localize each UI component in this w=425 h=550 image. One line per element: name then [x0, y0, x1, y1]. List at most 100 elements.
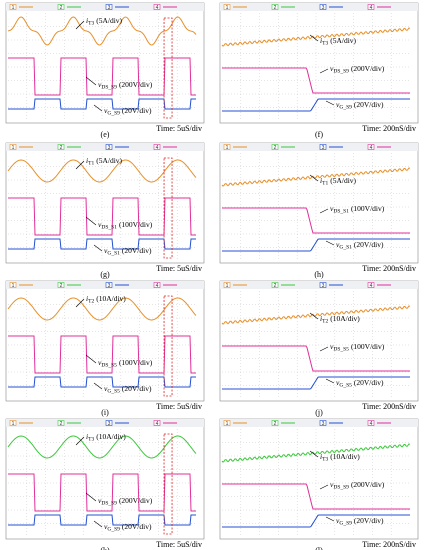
trace-label: iT2 (10A/div) — [86, 294, 126, 305]
channel-readout — [115, 6, 129, 8]
trace-subscript: DS_S9 — [101, 501, 117, 507]
time-scale: Time: 5uS/div — [156, 264, 202, 273]
trace-symbol: i — [320, 176, 322, 185]
trace-scale: (5A/div) — [96, 156, 122, 165]
channel-number: 1 — [12, 283, 15, 289]
trace-label: vG_S1 (20V/div) — [336, 240, 384, 251]
trace-symbol: v — [336, 516, 340, 525]
channel-number: 1 — [226, 5, 229, 11]
channel-readout — [377, 146, 391, 148]
panel-caption: (h) — [314, 270, 324, 279]
scope-frame — [219, 280, 419, 402]
channel-readout — [163, 422, 177, 424]
waveform — [222, 376, 410, 390]
label-arrow — [309, 312, 319, 320]
trace-symbol: i — [320, 452, 322, 461]
highlight-box — [163, 17, 173, 119]
label-arrow — [325, 378, 335, 384]
trace-scale: (20V/div) — [354, 516, 384, 525]
label-arrow — [93, 244, 103, 252]
trace-subscript: DS_S9 — [333, 69, 349, 75]
channel-number: 2 — [60, 421, 63, 427]
trace-subscript: G_S9 — [107, 527, 120, 533]
channel-box — [223, 4, 231, 10]
trace-symbol: v — [98, 80, 102, 89]
channel-box — [319, 4, 327, 10]
trace-subscript: T3 — [88, 437, 94, 443]
time-scale: Time: 5uS/div — [156, 540, 202, 549]
scope-frame — [219, 418, 419, 540]
trace-scale: (5A/div) — [96, 16, 122, 25]
waveform — [8, 473, 196, 512]
trace-scale: (20V/div) — [122, 106, 152, 115]
waveform — [8, 57, 196, 96]
waveform — [8, 376, 196, 388]
trace-symbol: v — [104, 522, 108, 531]
waveform — [8, 335, 196, 374]
trace-scale: (20V/div) — [122, 384, 152, 393]
channel-number: 3 — [108, 5, 111, 11]
channel-readout — [67, 422, 81, 424]
channel-number: 1 — [226, 145, 229, 151]
time-scale: Time: 200nS/div — [362, 264, 416, 273]
scope-header — [6, 419, 204, 427]
channel-readout — [115, 284, 129, 286]
channel-number: 2 — [60, 283, 63, 289]
channel-readout — [163, 146, 177, 148]
channel-box — [105, 4, 113, 10]
trace-subscript: DS_S9 — [101, 85, 117, 91]
channel-box — [9, 4, 17, 10]
trace-label: vDS_S9 (200V/div) — [98, 80, 153, 91]
trace-scale: (20V/div) — [354, 378, 384, 387]
trace-symbol: v — [330, 480, 334, 489]
trace-subscript: T3 — [322, 41, 328, 47]
channel-number: 3 — [322, 283, 325, 289]
channel-box — [367, 4, 375, 10]
channel-box — [105, 282, 113, 288]
panel-caption: (e) — [101, 130, 110, 139]
trace-subscript: T2 — [88, 299, 94, 305]
channel-box — [223, 282, 231, 288]
channel-box — [153, 4, 161, 10]
channel-readout — [115, 422, 129, 424]
trace-label: vG_S9 (20V/div) — [336, 100, 384, 111]
label-arrow — [93, 520, 103, 528]
channel-box — [153, 144, 161, 150]
panel-caption: (j) — [315, 408, 323, 417]
trace-label: iT2 (10A/div) — [320, 314, 360, 325]
trace-subscript: DS_S5 — [333, 347, 349, 353]
trace-subscript: G_S9 — [339, 105, 352, 111]
channel-box — [9, 144, 17, 150]
scope-header — [220, 143, 418, 151]
waveform — [8, 197, 196, 236]
channel-number: 2 — [274, 283, 277, 289]
channel-readout — [19, 146, 33, 148]
channel-readout — [163, 6, 177, 8]
trace-label: iT3 (10A/div) — [320, 452, 360, 463]
trace-subscript: T3 — [88, 21, 94, 27]
channel-readout — [67, 6, 81, 8]
channel-readout — [329, 6, 343, 8]
channel-box — [271, 420, 279, 426]
channel-number: 4 — [370, 283, 373, 289]
trace-symbol: v — [98, 220, 102, 229]
channel-box — [223, 420, 231, 426]
channel-box — [319, 144, 327, 150]
channel-number: 4 — [156, 5, 159, 11]
trace-label: iT3 (5A/div) — [86, 16, 123, 27]
waveform — [221, 167, 411, 187]
channel-number: 4 — [156, 283, 159, 289]
channel-readout — [67, 146, 81, 148]
trace-scale: (200V/div) — [351, 64, 385, 73]
trace-label: vG_S9 (20V/div) — [336, 516, 384, 527]
trace-scale: (100V/div) — [351, 342, 385, 351]
trace-symbol: v — [336, 378, 340, 387]
channel-readout — [329, 284, 343, 286]
trace-label: iT1 (5A/div) — [320, 176, 357, 187]
trace-subscript: G_S1 — [107, 251, 120, 257]
waveform — [8, 238, 196, 250]
waveform — [8, 98, 196, 110]
time-scale: Time: 200nS/div — [362, 540, 416, 549]
channel-number: 4 — [156, 145, 159, 151]
waveform — [222, 514, 410, 528]
